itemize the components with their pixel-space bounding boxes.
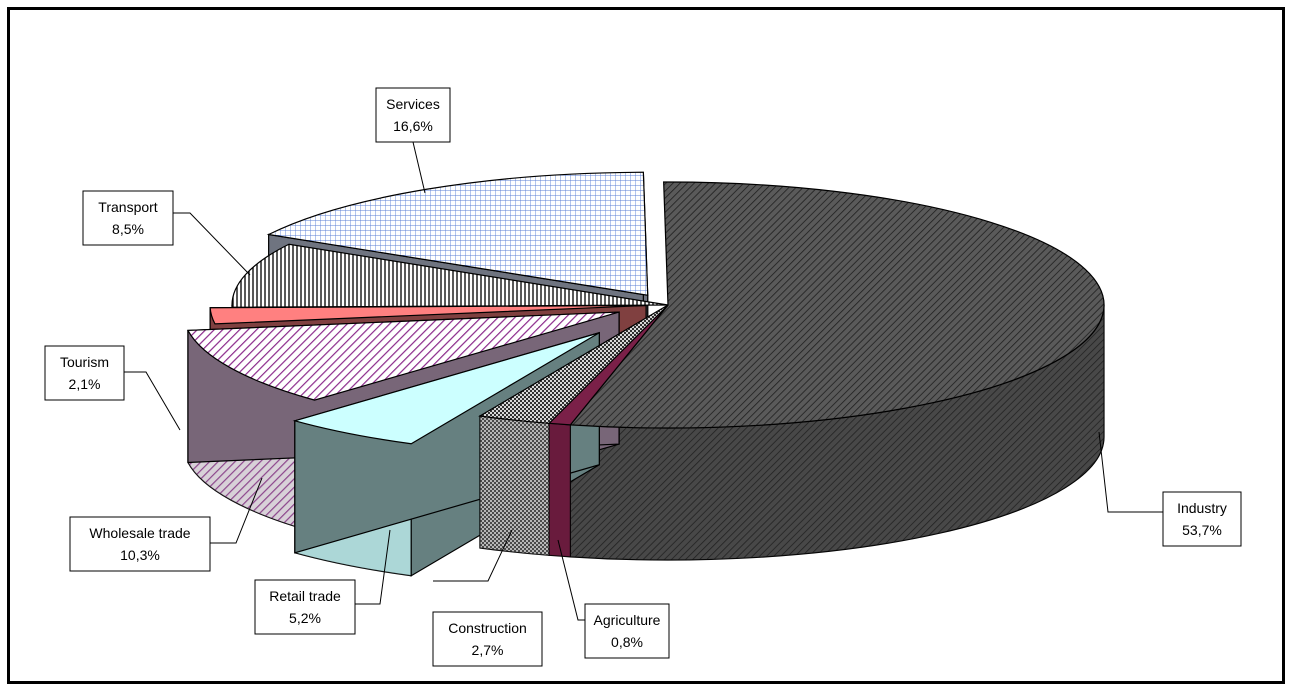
label-name-tourism: Tourism	[60, 354, 109, 370]
label-box-industry	[1162, 491, 1242, 547]
label-tourism: Tourism 2,1%	[44, 345, 181, 431]
slice-industry	[569, 181, 1105, 429]
label-box-transport	[82, 190, 174, 246]
slice-tourism	[209, 304, 647, 325]
slice-wholesale-trade	[186, 311, 620, 401]
label-box-retail-trade	[254, 579, 356, 635]
slice-side-shade-construction	[479, 415, 550, 556]
label-name-services: Services	[386, 96, 440, 112]
label-value-transport: 8,5%	[112, 221, 144, 237]
leader-line-tourism	[124, 371, 181, 431]
label-name-transport: Transport	[98, 199, 158, 215]
leader-line-agriculture	[557, 539, 585, 621]
slice-transport	[231, 243, 669, 308]
label-value-wholesale-trade: 10,3%	[120, 547, 160, 563]
label-value-industry: 53,7%	[1182, 522, 1222, 538]
label-services: Services 16,6%	[375, 87, 451, 194]
label-box-tourism	[44, 345, 125, 401]
label-construction: Construction 2,7%	[432, 529, 543, 667]
label-value-retail-trade: 5,2%	[289, 610, 321, 626]
label-name-wholesale-trade: Wholesale trade	[89, 525, 190, 541]
label-box-wholesale-trade	[69, 516, 211, 572]
slice-services	[266, 171, 649, 296]
label-agriculture: Agriculture 0,8%	[557, 539, 670, 659]
slice-retail-trade	[292, 332, 600, 445]
leader-line-services	[376, 141, 426, 194]
label-value-construction: 2,7%	[472, 642, 504, 658]
slice-construction	[478, 304, 669, 424]
label-industry: Industry 53,7%	[1098, 431, 1242, 547]
leader-line-construction	[433, 529, 513, 582]
label-value-tourism: 2,1%	[69, 376, 101, 392]
label-box-construction	[432, 611, 543, 667]
label-box-services	[375, 87, 451, 143]
label-wholesale-trade: Wholesale trade 10,3%	[69, 477, 263, 572]
leader-line-transport	[173, 212, 251, 276]
leader-line-wholesale-trade	[210, 477, 263, 544]
label-name-agriculture: Agriculture	[594, 612, 661, 628]
label-name-industry: Industry	[1177, 500, 1227, 516]
slice-side-shade-agriculture	[549, 423, 571, 557]
leader-line-retail-trade	[355, 529, 391, 605]
label-transport: Transport 8,5%	[82, 190, 251, 276]
label-value-agriculture: 0,8%	[611, 634, 643, 650]
slice-side-shade-industry	[570, 305, 1104, 560]
label-name-retail-trade: Retail trade	[269, 588, 341, 604]
leader-line-industry	[1098, 431, 1163, 513]
label-retail-trade: Retail trade 5,2%	[254, 529, 391, 635]
label-name-construction: Construction	[448, 620, 527, 636]
label-box-agriculture	[584, 603, 670, 659]
label-value-services: 16,6%	[393, 118, 433, 134]
